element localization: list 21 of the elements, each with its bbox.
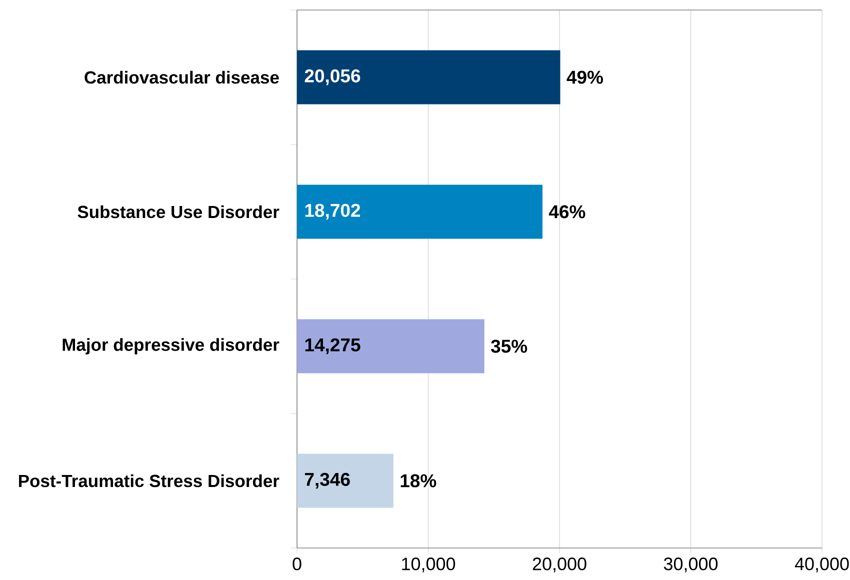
annotation: 49% [566, 70, 603, 84]
data-label: 7,346 [304, 472, 350, 489]
annotation: 18% [400, 474, 436, 488]
data-label: 20,056 [304, 69, 360, 86]
x-tick-label: 10,000 [402, 558, 456, 572]
bar [297, 454, 394, 508]
y-tick-label: Post-Traumatic Stress Disorder [19, 474, 280, 488]
x-tick-label: 20,000 [532, 558, 586, 572]
y-tick-label: Major depressive disorder [62, 338, 280, 354]
annotation: 46% [548, 205, 586, 218]
data-label: 14,275 [305, 338, 360, 354]
bar [297, 184, 542, 239]
annotation: 35% [490, 340, 528, 353]
data-label: 18,702 [305, 204, 360, 220]
bar [297, 319, 484, 374]
x-tick-label: 30,000 [664, 558, 718, 572]
x-tick-label: 40,000 [794, 558, 849, 572]
y-tick-label: Substance Use Disorder [78, 205, 280, 218]
y-tick-label: Cardiovascular disease [84, 70, 279, 84]
x-tick-label: 0 [292, 558, 302, 570]
bar [297, 50, 560, 104]
